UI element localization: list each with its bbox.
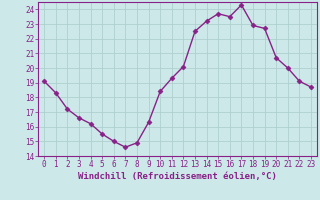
X-axis label: Windchill (Refroidissement éolien,°C): Windchill (Refroidissement éolien,°C) [78, 172, 277, 181]
